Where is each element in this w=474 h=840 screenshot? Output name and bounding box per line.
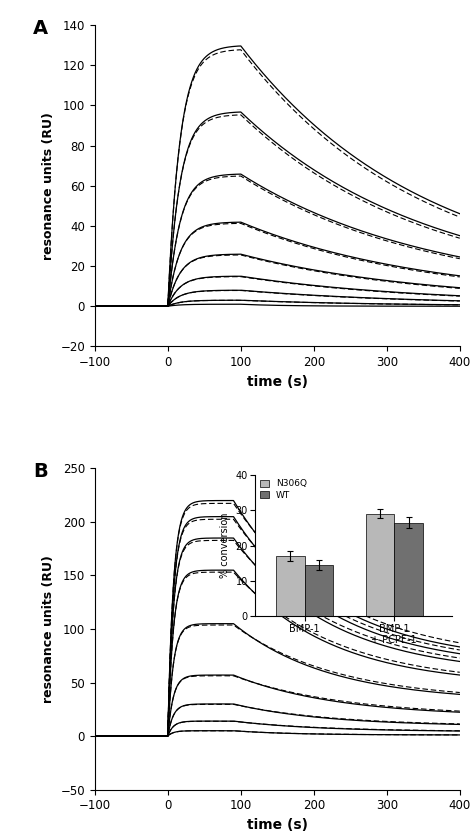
X-axis label: time (s): time (s)	[247, 375, 308, 389]
Y-axis label: resonance units (RU): resonance units (RU)	[42, 555, 55, 703]
Y-axis label: resonance units (RU): resonance units (RU)	[42, 112, 55, 260]
Text: A: A	[33, 18, 48, 38]
X-axis label: time (s): time (s)	[247, 818, 308, 832]
Text: B: B	[33, 462, 47, 481]
